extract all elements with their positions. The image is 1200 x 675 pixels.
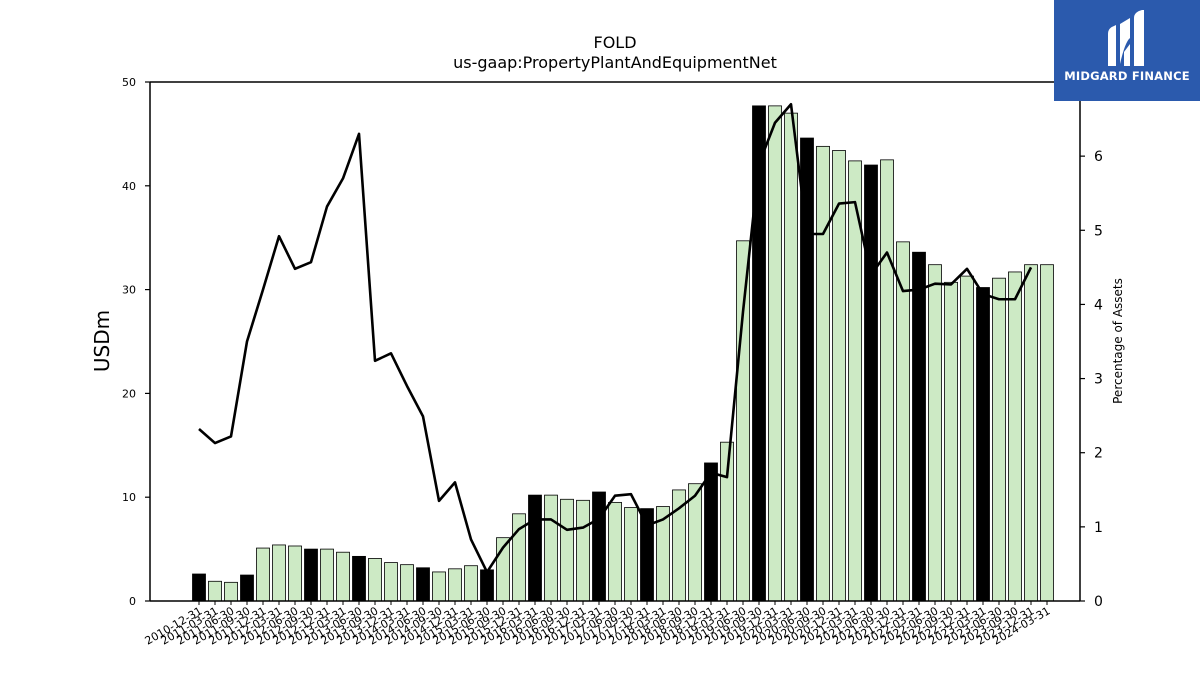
line-series [198, 102, 1033, 574]
bar [768, 105, 782, 602]
y-tick-label: 10 [122, 491, 136, 504]
bar [272, 544, 286, 602]
y2-tick-label: 4 [1094, 297, 1103, 313]
bar [864, 164, 878, 602]
bar [816, 145, 830, 602]
bar [1008, 271, 1022, 602]
bar [960, 275, 974, 602]
midgard-logo-icon [1108, 10, 1144, 66]
y2-tick-label: 3 [1094, 372, 1103, 388]
bar [352, 555, 366, 602]
bar [608, 501, 622, 602]
chart-title: FOLD [593, 33, 636, 52]
bar [912, 251, 926, 602]
bar [672, 489, 686, 602]
chart-subtitle: us-gaap:PropertyPlantAndEquipmentNet [453, 53, 777, 72]
bar [944, 281, 958, 602]
bar [416, 567, 430, 602]
y-tick-label: 20 [122, 387, 136, 400]
y-tick-label: 0 [129, 595, 136, 608]
midgard-finance-logo: MIDGARD FINANCE [1054, 0, 1200, 101]
bar [528, 494, 542, 602]
bar [448, 568, 462, 602]
bar [320, 548, 334, 602]
bar [752, 105, 766, 602]
bar [784, 112, 798, 602]
bar [1040, 264, 1054, 602]
y2-axis-label: Percentage of Assets [1111, 278, 1125, 404]
y2-tick-label: 5 [1094, 223, 1103, 239]
bar [288, 545, 302, 602]
bar [480, 569, 494, 602]
bar [224, 581, 238, 602]
bar [192, 573, 206, 602]
y2-tick-label: 6 [1094, 149, 1103, 165]
bar [256, 547, 270, 602]
y-tick-label: 40 [122, 180, 136, 193]
bar [400, 564, 414, 602]
bar [832, 150, 846, 602]
y-axis-label: USDm [90, 310, 114, 372]
bar [880, 159, 894, 602]
bar [1024, 264, 1038, 602]
bar [896, 241, 910, 602]
y-tick-label: 50 [122, 76, 136, 89]
bar [544, 494, 558, 602]
bar [624, 507, 638, 602]
bar [928, 264, 942, 602]
y2-tick-label: 0 [1094, 594, 1103, 610]
bar [560, 498, 574, 602]
bar [432, 571, 446, 602]
bar [576, 499, 590, 602]
bar [240, 574, 254, 602]
bar [336, 551, 350, 602]
y2-tick-label: 1 [1094, 520, 1103, 536]
y-tick-label: 30 [122, 284, 136, 297]
logo-text: MIDGARD FINANCE [1064, 69, 1190, 83]
bar [592, 491, 606, 602]
y2-tick-label: 2 [1094, 446, 1103, 462]
bar [384, 562, 398, 602]
bar [464, 565, 478, 602]
bar [208, 580, 222, 602]
bar [704, 462, 718, 602]
bar [304, 548, 318, 602]
bar [688, 483, 702, 602]
bar [992, 277, 1006, 602]
bar [736, 240, 750, 602]
bar [368, 558, 382, 602]
plot-area: 0102030405001234562010-12-312011-03-3120… [122, 76, 1103, 648]
bar [976, 287, 990, 602]
